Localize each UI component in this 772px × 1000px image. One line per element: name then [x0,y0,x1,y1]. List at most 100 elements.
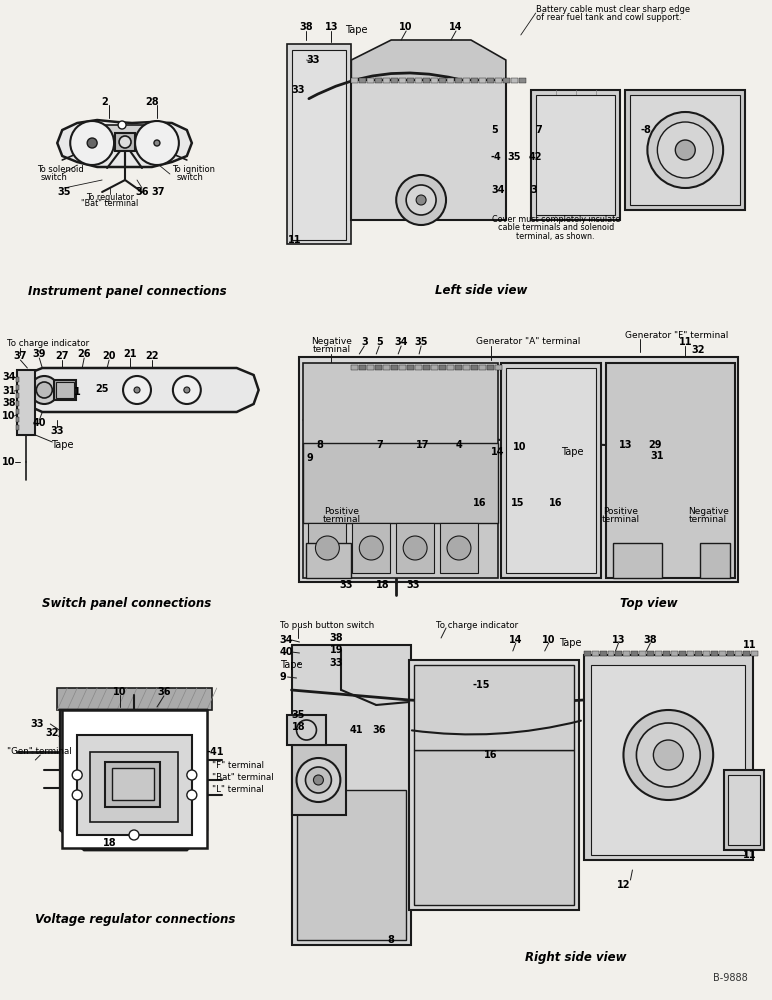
Bar [423,365,430,370]
Text: 17: 17 [416,440,430,450]
Circle shape [154,140,160,146]
Bar [605,363,735,578]
Text: 9: 9 [279,672,286,682]
Circle shape [416,195,426,205]
Text: To charge indicator: To charge indicator [8,340,90,349]
Text: Tape: Tape [560,638,582,648]
Bar [624,651,631,656]
Text: Tape: Tape [51,440,73,450]
Text: -41: -41 [207,747,225,757]
Bar [703,651,710,656]
Circle shape [123,376,151,404]
Bar [455,78,462,83]
Text: 14: 14 [509,635,523,645]
Text: 33: 33 [50,426,64,436]
Bar [591,651,598,656]
Bar [696,651,703,656]
Circle shape [73,770,82,780]
Circle shape [135,121,179,165]
Bar [487,78,494,83]
Text: cable terminals and solenoid: cable terminals and solenoid [498,224,614,232]
Bar [612,543,662,578]
Bar [375,78,382,83]
Text: 1: 1 [74,387,80,397]
Bar [735,651,742,656]
Text: 11: 11 [287,235,301,245]
Bar [751,651,758,656]
Circle shape [87,138,97,148]
Text: terminal: terminal [689,516,727,524]
Bar [503,78,510,83]
Circle shape [624,710,713,800]
Circle shape [296,758,340,802]
Bar [63,710,207,848]
Bar [16,425,19,430]
Text: Instrument panel connections: Instrument panel connections [28,286,226,298]
Text: 33: 33 [292,85,305,95]
Bar [501,363,601,578]
Text: 7: 7 [536,125,543,135]
Text: Tape: Tape [279,660,302,670]
Text: 28: 28 [145,97,159,107]
Bar [54,380,76,400]
Text: 10: 10 [513,442,527,452]
Text: 3: 3 [361,337,367,347]
Text: 39: 39 [32,349,46,359]
Bar [615,651,622,656]
Bar [700,543,730,578]
Text: 14: 14 [491,447,504,457]
Bar [112,768,154,800]
Text: B-9888: B-9888 [713,973,748,983]
Text: Switch panel connections: Switch panel connections [42,596,212,609]
Circle shape [119,136,131,148]
Circle shape [313,775,323,785]
Text: switch: switch [177,172,204,182]
Bar [463,365,470,370]
Bar [383,78,390,83]
Bar [631,651,638,656]
Text: 38: 38 [2,398,16,408]
Text: 41: 41 [350,725,363,735]
Text: "L" terminal: "L" terminal [212,786,263,794]
Circle shape [184,387,190,393]
Bar [431,365,438,370]
Text: 21: 21 [124,349,137,359]
Text: 40: 40 [279,647,293,657]
Text: Generator "A" terminal: Generator "A" terminal [476,338,581,347]
Text: 36: 36 [135,187,149,197]
Text: Tape: Tape [345,25,367,35]
Bar [455,365,462,370]
Bar [300,357,738,582]
Circle shape [653,740,683,770]
Bar [511,78,518,83]
Text: 19: 19 [330,645,343,655]
Bar [639,651,646,656]
Text: 22: 22 [145,351,159,361]
Polygon shape [60,710,207,850]
Text: Cover must completely insulate: Cover must completely insulate [492,216,620,225]
Bar [584,655,753,860]
Bar [306,543,351,578]
Text: 11: 11 [743,640,757,650]
Bar [487,365,494,370]
Bar [440,523,478,573]
Bar [439,365,446,370]
Text: 13: 13 [618,440,632,450]
Text: 29: 29 [648,440,662,450]
Bar [16,385,19,390]
Circle shape [636,723,700,787]
Text: 34: 34 [394,337,408,347]
Text: Voltage regulator connections: Voltage regulator connections [35,912,235,926]
Circle shape [676,140,696,160]
Text: 10: 10 [542,635,556,645]
Text: 38: 38 [300,22,313,32]
Text: To ignition: To ignition [172,165,215,174]
Text: 16: 16 [473,498,486,508]
Bar [351,78,358,83]
Bar [591,665,745,855]
Text: 5: 5 [376,337,383,347]
Bar [447,365,454,370]
Bar [711,651,718,656]
Circle shape [173,376,201,404]
Text: 37: 37 [14,351,27,361]
